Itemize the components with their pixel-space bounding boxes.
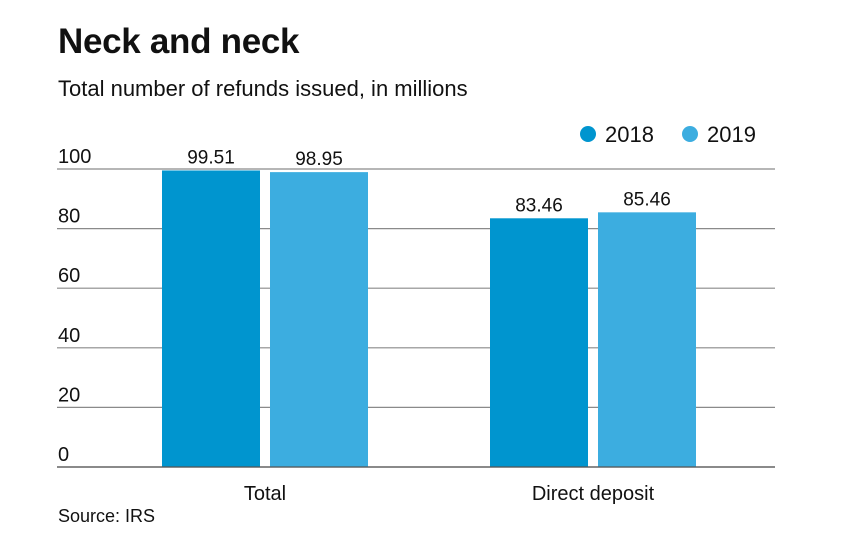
y-tick-label: 60 (58, 265, 80, 287)
data-label: 99.51 (187, 147, 235, 168)
bar-2018 (162, 170, 260, 467)
legend-marker-2018 (580, 126, 596, 142)
y-tick-label: 80 (58, 206, 80, 228)
source-note: Source: IRS (58, 506, 156, 526)
x-tick-label: Total (244, 483, 286, 505)
chart-subtitle: Total number of refunds issued, in milli… (58, 76, 468, 101)
y-tick-label: 100 (58, 146, 91, 168)
legend-label: 2019 (707, 122, 756, 147)
legend-marker-2019 (682, 126, 698, 142)
y-tick-label: 20 (58, 384, 80, 406)
data-label: 85.46 (623, 189, 671, 210)
data-label: 83.46 (515, 195, 563, 216)
bar-2019 (598, 212, 696, 467)
y-tick-label: 40 (58, 325, 80, 347)
bar-2019 (270, 172, 368, 467)
y-tick-label: 0 (58, 444, 69, 466)
data-label: 98.95 (295, 149, 343, 170)
x-tick-label: Direct deposit (532, 483, 655, 505)
legend-label: 2018 (605, 122, 654, 147)
bar-2018 (490, 218, 588, 467)
chart-title: Neck and neck (58, 22, 300, 61)
